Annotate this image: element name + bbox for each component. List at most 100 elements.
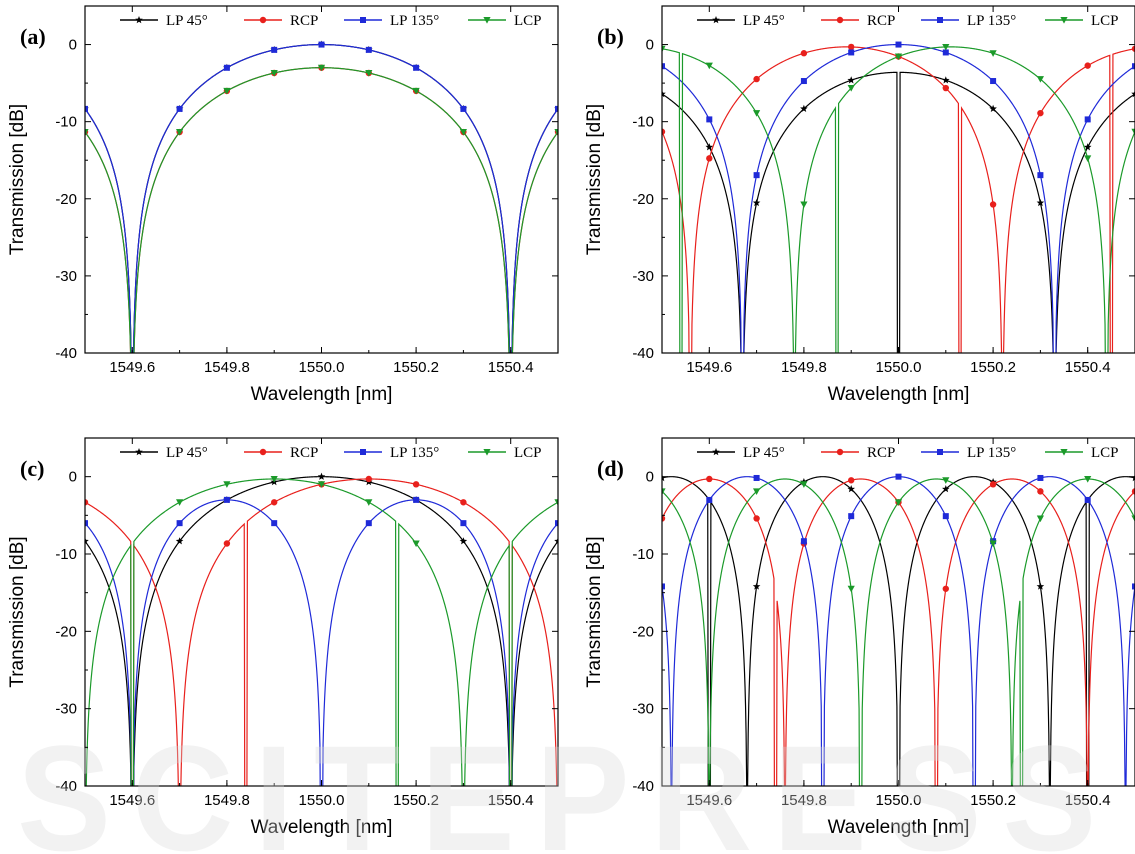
x-tick-label: 1550.0 bbox=[299, 359, 345, 376]
plot-frame bbox=[84, 437, 559, 787]
data-point bbox=[847, 485, 855, 493]
x-tick-label: 1550.4 bbox=[488, 792, 534, 809]
data-point bbox=[317, 472, 326, 480]
data-point bbox=[1084, 475, 1092, 483]
legend-label: LP 45° bbox=[743, 445, 785, 461]
data-point bbox=[317, 481, 326, 488]
y-tick-label: -30 bbox=[632, 701, 654, 718]
y-tick-label: -40 bbox=[55, 778, 77, 795]
chart-panel: 1549.6 1549.8 1550.0 1550.2 1550.4 0 -10 -20 -30… bbox=[7, 5, 559, 405]
data-point bbox=[989, 481, 997, 488]
y-axis-title: Transmission [dB] bbox=[584, 536, 605, 687]
legend-marker bbox=[1060, 449, 1068, 456]
legend-label: LCP bbox=[1091, 13, 1119, 29]
legend: LP 45° RCP LP 135° LCP bbox=[697, 13, 1119, 29]
legend-label: RCP bbox=[867, 445, 895, 461]
data-point bbox=[365, 520, 372, 527]
data-point bbox=[85, 129, 89, 136]
data-point bbox=[1132, 63, 1135, 70]
data-point bbox=[555, 105, 558, 112]
panel-label: (a) bbox=[20, 24, 46, 49]
data-point bbox=[662, 515, 666, 522]
data-point bbox=[85, 105, 88, 112]
data-point bbox=[800, 481, 808, 488]
data-point bbox=[752, 582, 761, 590]
data-point bbox=[555, 520, 558, 527]
data-point bbox=[223, 540, 231, 547]
legend-label: LCP bbox=[1091, 445, 1119, 461]
data-point bbox=[1132, 583, 1135, 590]
panel-label: (d) bbox=[597, 456, 624, 481]
y-tick-label: 0 bbox=[69, 469, 77, 486]
series-line-lp45 bbox=[662, 476, 1135, 786]
data-point bbox=[942, 477, 950, 484]
y-tick-label: -20 bbox=[55, 623, 77, 640]
series-line-lp135 bbox=[85, 43, 558, 353]
y-tick-label: -40 bbox=[55, 345, 77, 362]
chart-panel: 1549.6 1549.8 1550.0 1550.2 1550.4 0 -10 -20 -30… bbox=[584, 5, 1135, 405]
data-point bbox=[412, 481, 420, 488]
x-tick-label: 1549.6 bbox=[109, 792, 155, 809]
legend-marker bbox=[937, 449, 943, 455]
series-line-rcp bbox=[662, 46, 1135, 353]
data-point bbox=[318, 41, 325, 48]
data-point bbox=[847, 585, 855, 593]
data-point bbox=[460, 520, 467, 527]
y-tick-label: 0 bbox=[646, 469, 654, 486]
data-point bbox=[1084, 496, 1091, 503]
legend-label: LCP bbox=[514, 13, 542, 29]
data-point bbox=[365, 46, 372, 53]
series-group bbox=[662, 473, 1135, 786]
x-tick-label: 1550.2 bbox=[970, 792, 1016, 809]
legend-marker bbox=[483, 17, 491, 24]
data-point bbox=[662, 45, 666, 53]
data-point bbox=[365, 499, 373, 506]
data-point bbox=[176, 520, 183, 527]
legend-marker bbox=[259, 448, 267, 456]
legend-label: LCP bbox=[514, 445, 542, 461]
data-point bbox=[800, 538, 807, 545]
data-point bbox=[662, 583, 665, 590]
data-point bbox=[175, 537, 184, 545]
legend-marker bbox=[712, 448, 720, 456]
data-point bbox=[1131, 45, 1135, 52]
data-point bbox=[223, 87, 231, 95]
legend-marker bbox=[836, 448, 844, 456]
chart-panel: 1549.6 1549.8 1550.0 1550.2 1550.4 0 -10 -20 -30… bbox=[7, 437, 559, 838]
x-tick-label: 1549.6 bbox=[686, 792, 732, 809]
data-point bbox=[1131, 89, 1135, 98]
data-point bbox=[176, 129, 184, 136]
data-point bbox=[1084, 155, 1092, 162]
data-point bbox=[365, 475, 372, 483]
data-point bbox=[800, 201, 808, 209]
legend-label: RCP bbox=[290, 13, 318, 29]
data-point bbox=[662, 488, 666, 495]
legend-marker bbox=[259, 16, 267, 24]
data-point bbox=[706, 155, 713, 162]
data-point bbox=[989, 50, 997, 57]
data-point bbox=[554, 537, 558, 545]
legend-marker bbox=[135, 16, 143, 24]
data-point bbox=[1036, 582, 1045, 590]
series-line-lp45 bbox=[85, 476, 558, 786]
data-point bbox=[847, 76, 855, 84]
x-tick-label: 1549.8 bbox=[204, 359, 250, 376]
data-point bbox=[848, 43, 855, 51]
data-point bbox=[1083, 143, 1092, 151]
legend-marker bbox=[1060, 17, 1068, 24]
series-line-lcp bbox=[85, 67, 558, 353]
data-point bbox=[942, 485, 950, 493]
x-tick-label: 1549.8 bbox=[204, 792, 250, 809]
y-axis-title: Transmission [dB] bbox=[7, 536, 28, 687]
legend: LP 45° RCP LP 135° LCP bbox=[697, 445, 1119, 461]
legend-label: LP 135° bbox=[390, 13, 439, 29]
data-point bbox=[459, 129, 467, 136]
data-point bbox=[800, 50, 808, 57]
legend-marker bbox=[712, 16, 720, 24]
data-point bbox=[1131, 128, 1135, 136]
data-point bbox=[894, 499, 903, 506]
series-group bbox=[662, 41, 1135, 353]
data-point bbox=[223, 496, 230, 503]
data-point bbox=[365, 69, 373, 77]
